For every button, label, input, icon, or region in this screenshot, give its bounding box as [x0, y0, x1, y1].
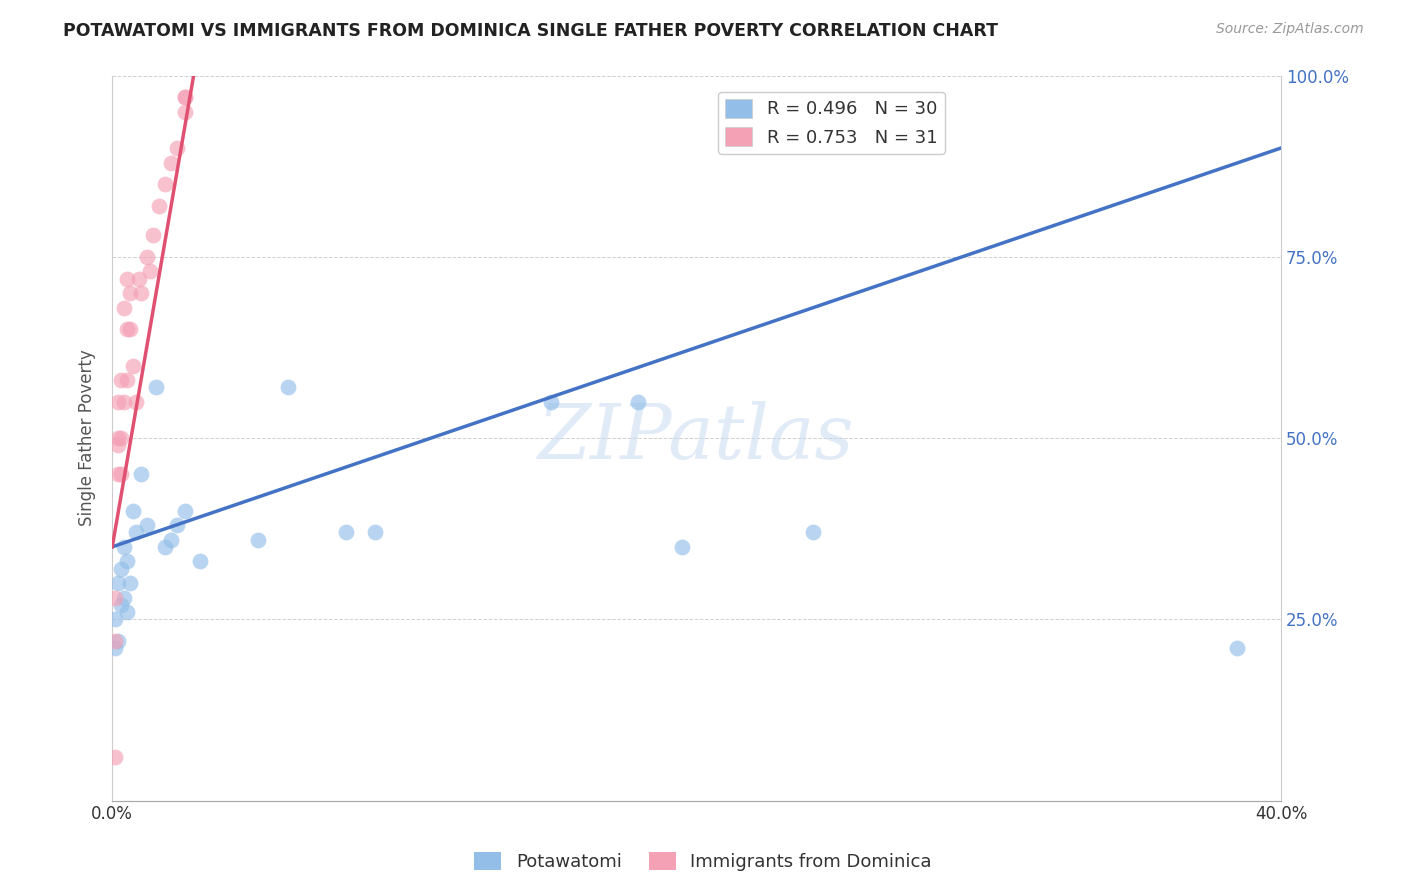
Legend: R = 0.496   N = 30, R = 0.753   N = 31: R = 0.496 N = 30, R = 0.753 N = 31	[718, 92, 945, 154]
Point	[124, 394, 146, 409]
Legend: Potawatomi, Immigrants from Dominica: Potawatomi, Immigrants from Dominica	[467, 845, 939, 879]
Point	[118, 576, 141, 591]
Point	[1226, 641, 1249, 656]
Point	[110, 561, 132, 575]
Point	[627, 394, 650, 409]
Point	[110, 467, 132, 482]
Point	[115, 271, 138, 285]
Point	[142, 227, 165, 242]
Y-axis label: Single Father Poverty: Single Father Poverty	[79, 350, 96, 526]
Point	[136, 250, 159, 264]
Point	[159, 533, 181, 547]
Point	[671, 540, 693, 554]
Point	[118, 286, 141, 301]
Point	[110, 598, 132, 612]
Point	[131, 286, 153, 301]
Point	[159, 155, 181, 169]
Point	[139, 264, 162, 278]
Point	[107, 438, 129, 452]
Point	[107, 634, 129, 648]
Point	[104, 612, 127, 626]
Point	[104, 641, 127, 656]
Text: Source: ZipAtlas.com: Source: ZipAtlas.com	[1216, 22, 1364, 37]
Point	[277, 380, 299, 394]
Point	[112, 394, 135, 409]
Point	[110, 431, 132, 445]
Point	[174, 503, 197, 517]
Point	[115, 554, 138, 568]
Point	[110, 373, 132, 387]
Point	[247, 533, 270, 547]
Point	[145, 380, 167, 394]
Point	[148, 199, 170, 213]
Point	[136, 518, 159, 533]
Point	[124, 525, 146, 540]
Point	[104, 634, 127, 648]
Point	[112, 591, 135, 605]
Text: ZIPatlas: ZIPatlas	[538, 401, 855, 475]
Point	[121, 503, 143, 517]
Point	[174, 90, 197, 104]
Point	[115, 373, 138, 387]
Point	[166, 518, 188, 533]
Point	[364, 525, 387, 540]
Point	[153, 540, 176, 554]
Point	[118, 322, 141, 336]
Point	[540, 394, 562, 409]
Point	[115, 322, 138, 336]
Point	[803, 525, 825, 540]
Point	[174, 90, 197, 104]
Point	[104, 591, 127, 605]
Point	[188, 554, 211, 568]
Point	[174, 104, 197, 119]
Point	[153, 178, 176, 192]
Point	[121, 359, 143, 373]
Point	[335, 525, 357, 540]
Point	[131, 467, 153, 482]
Point	[128, 271, 150, 285]
Text: POTAWATOMI VS IMMIGRANTS FROM DOMINICA SINGLE FATHER POVERTY CORRELATION CHART: POTAWATOMI VS IMMIGRANTS FROM DOMINICA S…	[63, 22, 998, 40]
Point	[107, 467, 129, 482]
Point	[112, 540, 135, 554]
Point	[115, 605, 138, 619]
Point	[112, 301, 135, 315]
Point	[107, 394, 129, 409]
Point	[166, 141, 188, 155]
Point	[107, 576, 129, 591]
Point	[104, 750, 127, 764]
Point	[107, 431, 129, 445]
